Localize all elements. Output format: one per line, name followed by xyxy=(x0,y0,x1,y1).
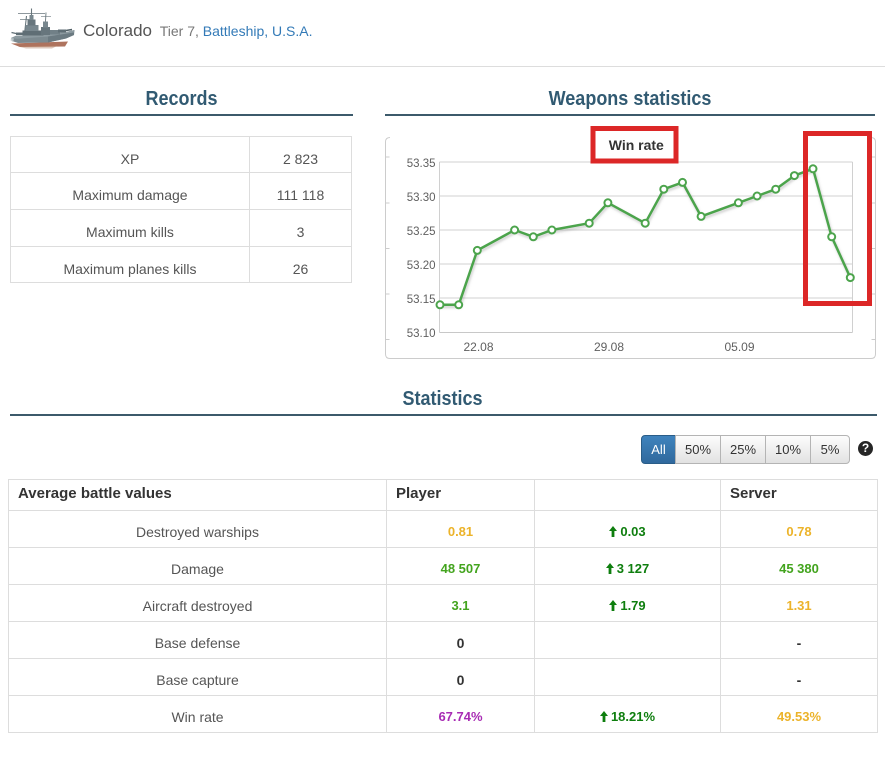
svg-text:53.25: 53.25 xyxy=(407,226,436,238)
svg-text:53.30: 53.30 xyxy=(407,192,436,204)
svg-text:53.20: 53.20 xyxy=(407,260,436,272)
svg-text:53.35: 53.35 xyxy=(407,158,436,170)
svg-text:53.15: 53.15 xyxy=(407,294,436,306)
svg-text:Win rate: Win rate xyxy=(609,137,664,153)
svg-text:53.10: 53.10 xyxy=(407,328,436,340)
svg-text:05.09: 05.09 xyxy=(724,340,754,354)
svg-text:22.08: 22.08 xyxy=(463,340,493,354)
svg-text:29.08: 29.08 xyxy=(594,340,624,354)
